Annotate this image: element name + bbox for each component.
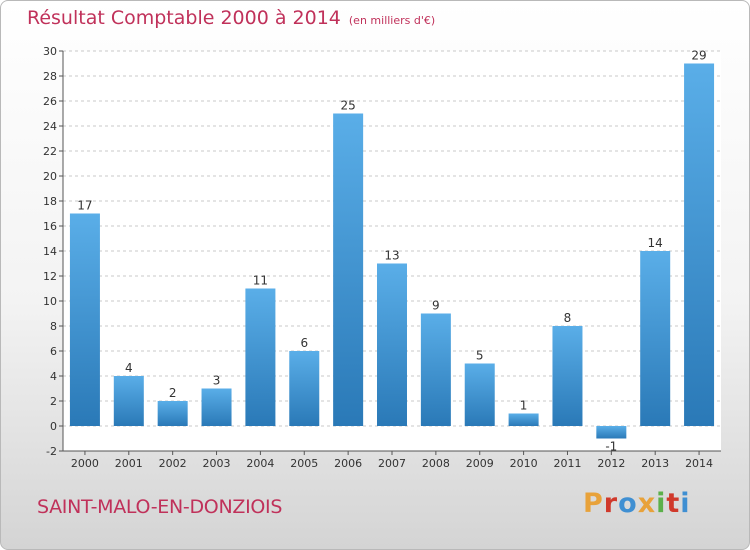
- data-label: 1: [520, 399, 528, 413]
- data-label: 5: [476, 349, 484, 363]
- y-tick-label: 10: [43, 295, 57, 308]
- y-tick-label: -2: [46, 445, 57, 458]
- x-tick-label: 2013: [641, 457, 669, 470]
- data-label: 29: [691, 49, 706, 63]
- y-tick-label: 8: [50, 320, 57, 333]
- y-tick-label: 20: [43, 170, 57, 183]
- data-label: 13: [384, 249, 399, 263]
- y-tick-label: 0: [50, 420, 57, 433]
- bar: [157, 401, 188, 426]
- chart-unit: (en milliers d'€): [348, 14, 436, 27]
- y-tick-label: 24: [43, 120, 57, 133]
- y-tick-label: 18: [43, 195, 57, 208]
- y-tick-label: 22: [43, 145, 57, 158]
- bar: [508, 413, 539, 426]
- bar: [420, 313, 451, 426]
- data-label: 3: [213, 374, 221, 388]
- data-label: 8: [564, 311, 572, 325]
- bar: [245, 288, 276, 426]
- y-tick-label: 6: [50, 345, 57, 358]
- commune-name: SAINT-MALO-EN-DONZIOIS: [37, 496, 283, 518]
- x-tick-label: 2014: [685, 457, 713, 470]
- data-label: -1: [605, 440, 617, 454]
- x-tick-label: 2003: [203, 457, 231, 470]
- logo-letter: P: [583, 488, 604, 519]
- data-label: 9: [432, 299, 440, 313]
- logo-letter: i: [680, 488, 691, 519]
- data-label: 6: [300, 336, 308, 350]
- bar: [552, 326, 583, 426]
- data-label: 14: [648, 236, 663, 250]
- bar: [69, 213, 100, 426]
- data-label: 4: [125, 361, 133, 375]
- logo-letter: t: [666, 488, 681, 519]
- bar: [596, 426, 627, 439]
- x-tick-label: 2005: [290, 457, 318, 470]
- y-tick-label: 14: [43, 245, 57, 258]
- y-tick-label: 28: [43, 70, 57, 83]
- y-tick-label: 26: [43, 95, 57, 108]
- x-tick-label: 2012: [597, 457, 625, 470]
- x-tick-label: 2007: [378, 457, 406, 470]
- x-tick-label: 2011: [553, 457, 581, 470]
- y-tick-label: 30: [43, 45, 57, 58]
- logo-letter: x: [637, 488, 657, 519]
- bar: [201, 388, 232, 426]
- bar: [640, 251, 671, 426]
- bar: [464, 363, 495, 426]
- y-tick-label: 4: [50, 370, 57, 383]
- y-tick-label: 12: [43, 270, 57, 283]
- bar: [377, 263, 407, 426]
- bar: [684, 63, 715, 426]
- x-tick-label: 2000: [71, 457, 99, 470]
- chart-title-text: Résultat Comptable 2000 à 2014: [27, 7, 341, 29]
- x-tick-label: 2004: [246, 457, 274, 470]
- data-label: 2: [169, 386, 177, 400]
- data-label: 25: [340, 99, 355, 113]
- bar: [289, 351, 320, 426]
- chart-title: Résultat Comptable 2000 à 2014 (en millie…: [27, 7, 435, 29]
- x-tick-label: 2001: [115, 457, 143, 470]
- data-label: 11: [253, 274, 268, 288]
- y-tick-label: 2: [50, 395, 57, 408]
- logo-letter: o: [618, 488, 638, 519]
- bar: [333, 113, 364, 426]
- x-tick-label: 2009: [466, 457, 494, 470]
- x-tick-label: 2006: [334, 457, 362, 470]
- logo-letter: r: [603, 488, 619, 519]
- proxiti-logo[interactable]: Proxiti: [583, 488, 691, 519]
- x-tick-label: 2002: [159, 457, 187, 470]
- logo-letter: i: [656, 488, 667, 519]
- bar: [113, 376, 144, 426]
- x-tick-label: 2010: [510, 457, 538, 470]
- data-label: 17: [77, 199, 92, 213]
- y-tick-label: 16: [43, 220, 57, 233]
- x-tick-label: 2008: [422, 457, 450, 470]
